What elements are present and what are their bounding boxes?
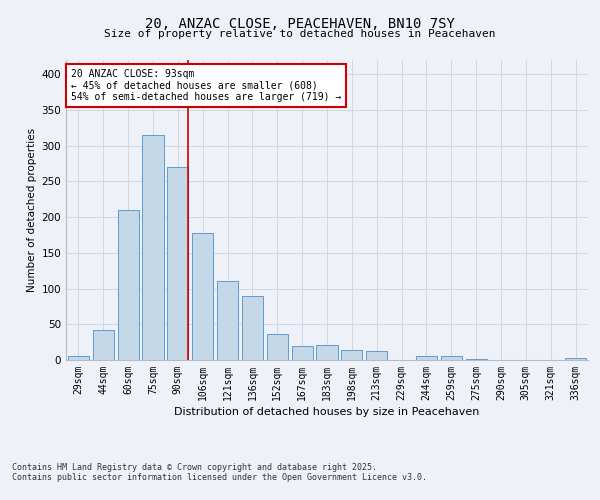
Bar xyxy=(416,356,437,360)
Bar xyxy=(466,358,487,360)
Bar xyxy=(242,296,263,360)
Bar xyxy=(267,334,288,360)
Text: Contains HM Land Registry data © Crown copyright and database right 2025.: Contains HM Land Registry data © Crown c… xyxy=(12,464,377,472)
Bar xyxy=(192,233,213,360)
Bar xyxy=(68,356,89,360)
Bar xyxy=(316,345,338,360)
Bar xyxy=(565,358,586,360)
Bar xyxy=(142,135,164,360)
Text: Size of property relative to detached houses in Peacehaven: Size of property relative to detached ho… xyxy=(104,29,496,39)
Bar xyxy=(441,356,462,360)
Bar xyxy=(167,167,188,360)
Bar xyxy=(217,282,238,360)
Text: Contains public sector information licensed under the Open Government Licence v3: Contains public sector information licen… xyxy=(12,472,427,482)
Y-axis label: Number of detached properties: Number of detached properties xyxy=(27,128,37,292)
Bar xyxy=(366,352,387,360)
X-axis label: Distribution of detached houses by size in Peacehaven: Distribution of detached houses by size … xyxy=(175,407,479,417)
Text: 20, ANZAC CLOSE, PEACEHAVEN, BN10 7SY: 20, ANZAC CLOSE, PEACEHAVEN, BN10 7SY xyxy=(145,18,455,32)
Bar xyxy=(93,330,114,360)
Bar xyxy=(118,210,139,360)
Bar xyxy=(292,346,313,360)
Bar xyxy=(341,350,362,360)
Text: 20 ANZAC CLOSE: 93sqm
← 45% of detached houses are smaller (608)
54% of semi-det: 20 ANZAC CLOSE: 93sqm ← 45% of detached … xyxy=(71,69,341,102)
